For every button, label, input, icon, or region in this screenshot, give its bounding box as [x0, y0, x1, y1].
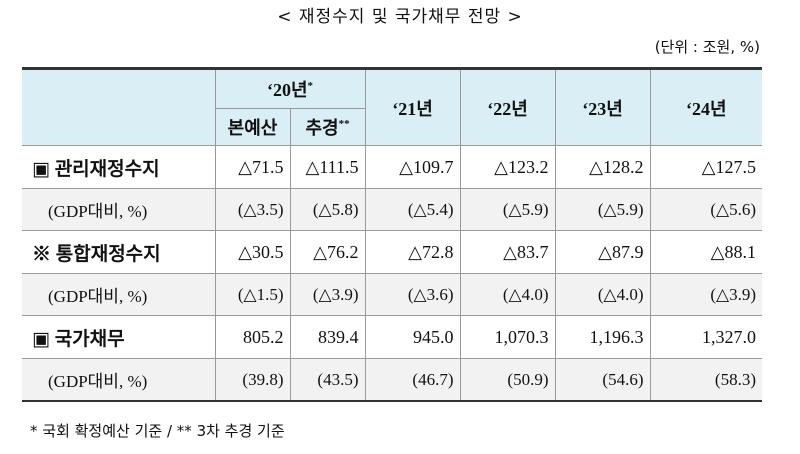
- value-cell: (△5.9): [554, 188, 651, 231]
- header-cell: ‘24년: [649, 68, 762, 146]
- value-cell: 1,070.3: [459, 315, 556, 359]
- footnote: * 국회 확정예산 기준 / ** 3차 추경 기준: [30, 422, 285, 440]
- value-cell: 839.4: [289, 315, 366, 359]
- row-label: ※ 통합재정수지: [22, 230, 216, 274]
- value-cell: △72.8: [364, 230, 461, 274]
- value-cell: △76.2: [289, 230, 366, 274]
- row-label: ▣ 국가채무: [22, 315, 216, 359]
- value-cell: (39.8): [214, 358, 291, 402]
- value-cell: (△5.9): [459, 188, 556, 231]
- value-cell: (△4.0): [459, 273, 556, 316]
- value-cell: (50.9): [459, 358, 556, 402]
- header-cell: 본예산: [214, 108, 291, 146]
- row-label: (GDP대비, %): [22, 273, 216, 316]
- value-cell: (△3.9): [649, 273, 762, 316]
- table: ‘20년* ‘21년 ‘22년 ‘23년 ‘24년 본예산 추경** ▣ 관리재…: [22, 67, 762, 402]
- row-label: (GDP대비, %): [22, 188, 216, 231]
- unit: (단위 : 조원, %): [654, 38, 760, 56]
- value-cell: 805.2: [214, 315, 291, 359]
- value-cell: (54.6): [554, 358, 651, 402]
- value-cell: (△3.5): [214, 188, 291, 231]
- header-cell: ‘21년: [364, 68, 461, 146]
- value-cell: △87.9: [554, 230, 651, 274]
- value-cell: (58.3): [649, 358, 762, 402]
- value-cell: 945.0: [364, 315, 461, 359]
- table-row: ▣ 국가채무 805.2 839.4 945.0 1,070.3 1,196.3 1,327…: [22, 315, 762, 359]
- table-row: (GDP대비, %) (△3.5) (△5.8) (△5.4) (△5.9) (△5.9)…: [22, 188, 762, 231]
- value-cell: △111.5: [289, 145, 366, 189]
- value-cell: (△4.0): [554, 273, 651, 316]
- value-cell: (46.7): [364, 358, 461, 402]
- value-cell: (△3.6): [364, 273, 461, 316]
- value-cell: 1,196.3: [554, 315, 651, 359]
- header-cell: [22, 68, 216, 146]
- header-text: ‘20년: [266, 80, 308, 100]
- table-row: (GDP대비, %) (39.8) (43.5) (46.7) (50.9) (54.6)…: [22, 358, 762, 402]
- value-cell: △127.5: [649, 145, 762, 189]
- value-cell: △30.5: [214, 230, 291, 274]
- value-cell: (△5.4): [364, 188, 461, 231]
- row-label: ▣ 관리재정수지: [22, 145, 216, 189]
- table-row: ▣ 관리재정수지 △71.5 △111.5 △109.7 △123.2 △128.2 △12…: [22, 145, 762, 189]
- header-cell: ‘22년: [459, 68, 556, 146]
- value-cell: (43.5): [289, 358, 366, 402]
- value-cell: (△5.8): [289, 188, 366, 231]
- value-cell: △71.5: [214, 145, 291, 189]
- header-mark: **: [338, 118, 350, 130]
- value-cell: (△3.9): [289, 273, 366, 316]
- value-cell: △88.1: [649, 230, 762, 274]
- row-label: (GDP대비, %): [22, 358, 216, 402]
- table-row: (GDP대비, %) (△1.5) (△3.9) (△3.6) (△4.0) (△4.0)…: [22, 273, 762, 316]
- value-cell: △123.2: [459, 145, 556, 189]
- value-cell: △109.7: [364, 145, 461, 189]
- header-row: ‘20년* ‘21년 ‘22년 ‘23년 ‘24년: [22, 68, 762, 146]
- header-mark: *: [307, 80, 314, 92]
- table-body: ▣ 관리재정수지 △71.5 △111.5 △109.7 △123.2 △128.2 △12…: [22, 145, 762, 402]
- value-cell: △128.2: [554, 145, 651, 189]
- header-cell: 추경**: [289, 108, 365, 146]
- title: < 재정수지 및 국가채무 전망 >: [277, 7, 523, 27]
- header-text: 추경: [305, 118, 339, 138]
- table-row: ※ 통합재정수지 △30.5 △76.2 △72.8 △83.7 △87.9 △88.1: [22, 230, 762, 274]
- header-cell: ‘23년: [554, 68, 651, 146]
- value-cell: 1,327.0: [649, 315, 762, 359]
- header-cell: ‘20년*: [214, 68, 366, 109]
- value-cell: (△1.5): [214, 273, 291, 316]
- value-cell: (△5.6): [649, 188, 762, 231]
- value-cell: △83.7: [459, 230, 556, 274]
